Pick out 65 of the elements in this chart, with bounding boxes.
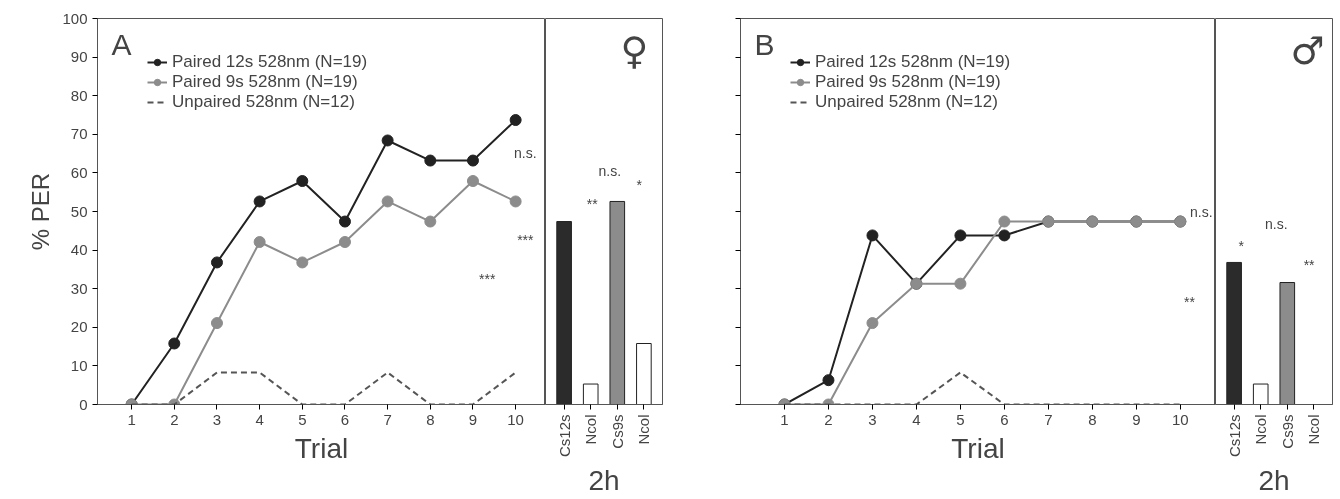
y-tick-label: 60 — [70, 163, 88, 181]
legend-label: Paired 9s 528nm (N=19) — [815, 72, 1001, 92]
x-axis-title: 2h — [588, 465, 620, 497]
x-tick-label: 6 — [340, 410, 350, 428]
x-tick-label: 3 — [212, 410, 222, 428]
x-tick-label: 9 — [468, 410, 478, 428]
y-tick-label: 90 — [70, 48, 88, 66]
annotation: * — [1238, 237, 1245, 254]
x-tick-label: 4 — [255, 410, 264, 428]
y-tick-label: 10 — [70, 356, 88, 374]
x-tick-label: Cs12s — [1225, 414, 1243, 458]
x-tick-label: Ncol — [1252, 414, 1270, 445]
x-tick-label: 10 — [507, 410, 524, 428]
annotation: A — [111, 27, 132, 61]
x-tick-label: Cs9s — [1278, 414, 1296, 449]
x-tick-label: 9 — [1132, 410, 1141, 428]
y-tick-label: 70 — [70, 125, 88, 143]
x-axis-title: Trial — [294, 432, 349, 464]
annotation: n.s. — [1265, 216, 1288, 233]
legend-label: Paired 9s 528nm (N=19) — [172, 72, 358, 92]
x-tick-label: 6 — [1000, 410, 1009, 428]
x-tick-label: Ncol — [635, 414, 653, 445]
x-tick-label: 1 — [127, 410, 136, 428]
annotation: * — [636, 176, 643, 193]
legend-label: Unpaired 528nm (N=12) — [815, 92, 998, 112]
x-tick-label: Ncol — [582, 414, 600, 445]
x-axis-title: Trial — [951, 432, 1005, 464]
annotation: *** — [479, 270, 496, 287]
x-tick-label: 8 — [426, 410, 435, 428]
annotation: ** — [1183, 294, 1196, 311]
y-tick-label: 80 — [70, 86, 88, 104]
x-tick-label: 2 — [824, 410, 833, 428]
annotation: ♂ — [1290, 28, 1325, 73]
x-tick-label: 1 — [780, 410, 789, 428]
x-tick-label: 5 — [956, 410, 965, 428]
legend-label: Paired 12s 528nm (N=19) — [172, 52, 368, 72]
y-tick-label: 100 — [62, 9, 88, 27]
x-tick-label: 8 — [1088, 410, 1097, 428]
annotation: ** — [586, 196, 599, 213]
x-tick-label: 4 — [912, 410, 921, 428]
x-tick-label: 10 — [1171, 410, 1189, 428]
x-tick-label: 5 — [298, 410, 307, 428]
y-tick-label: 0 — [79, 395, 88, 413]
y-tick-label: 50 — [70, 202, 88, 220]
annotation: n.s. — [598, 163, 622, 180]
x-tick-label: Cs9s — [608, 414, 626, 449]
y-axis-title: % PER — [27, 172, 55, 251]
legend-label: Paired 12s 528nm (N=19) — [815, 52, 1011, 72]
annotation: n.s. — [1189, 204, 1213, 221]
x-axis-title: 2h — [1258, 465, 1290, 497]
x-tick-label: Ncol — [1305, 414, 1323, 445]
y-tick-label: 30 — [70, 279, 88, 297]
annotation: ** — [1303, 257, 1316, 274]
annotation: B — [754, 27, 775, 61]
x-tick-label: 2 — [170, 410, 179, 428]
legend-label: Unpaired 528nm (N=12) — [172, 92, 355, 112]
annotation: ♀ — [620, 28, 649, 73]
y-tick-label: 20 — [70, 318, 88, 336]
x-tick-label: 7 — [383, 410, 392, 428]
annotation: *** — [517, 231, 535, 248]
x-tick-label: 3 — [868, 410, 877, 428]
x-tick-label: 7 — [1044, 410, 1053, 428]
annotation: n.s. — [514, 145, 537, 162]
y-tick-label: 40 — [70, 241, 88, 259]
x-tick-label: Cs12s — [555, 414, 573, 458]
